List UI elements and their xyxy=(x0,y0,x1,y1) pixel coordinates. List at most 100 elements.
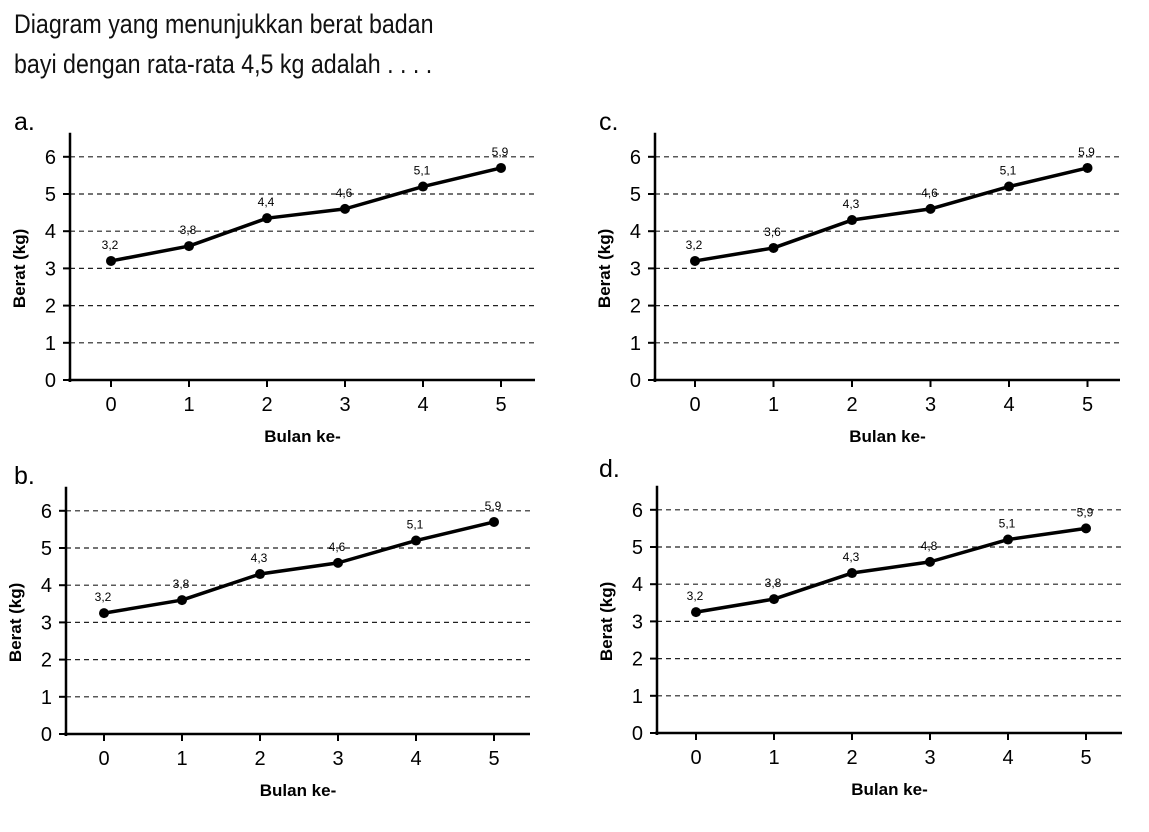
x-tick-label: 4 xyxy=(417,394,428,416)
chart-svg: a. 0 1 2 3 4 5 6 0 1 2 3 4 5 Bulan ke- Berat (kg) 3,2 3,8… xyxy=(10,108,535,446)
x-tick-label: 3 xyxy=(339,394,350,416)
data-point xyxy=(768,242,779,253)
y-tick-label: 3 xyxy=(632,611,643,633)
data-label: 3,8 xyxy=(180,223,197,237)
data-label: 5,9 xyxy=(492,145,509,159)
data-label: 3,2 xyxy=(686,238,703,252)
data-label: 5,1 xyxy=(999,517,1016,531)
chart-option-c: c. 0 1 2 3 4 5 6 0 1 2 3 4 5 Bulan ke- Berat (kg) 3,2 3,6… xyxy=(585,108,1145,478)
data-label: 3,2 xyxy=(95,590,112,604)
data-point xyxy=(1081,523,1091,534)
data-label: 3,6 xyxy=(764,225,781,239)
x-tick-label: 3 xyxy=(332,748,343,770)
x-tick-label: 0 xyxy=(689,394,700,416)
y-tick-label: 0 xyxy=(632,723,643,745)
y-tick-label: 3 xyxy=(630,258,641,280)
chart-svg: c. 0 1 2 3 4 5 6 0 1 2 3 4 5 Bulan ke- Berat (kg) 3,2 3,6… xyxy=(595,108,1120,446)
option-letter: c. xyxy=(599,108,618,136)
x-axis-label: Bulan ke- xyxy=(849,427,926,446)
data-label: 4,6 xyxy=(336,186,353,200)
series-line xyxy=(695,526,1087,614)
data-label: 3,8 xyxy=(765,576,782,590)
x-tick-label: 4 xyxy=(1002,747,1013,769)
x-axis-label: Bulan ke- xyxy=(851,780,928,799)
chart-option-d: d. 0 1 2 3 4 5 6 0 1 2 3 4 5 Bulan ke- Berat (kg) 3,2 3,8… xyxy=(585,455,1145,825)
data-point xyxy=(769,594,779,605)
y-tick-label: 3 xyxy=(45,258,56,280)
y-tick-label: 1 xyxy=(45,333,56,355)
x-tick-label: 5 xyxy=(495,394,506,416)
x-tick-label: 5 xyxy=(1080,747,1091,769)
y-tick-label: 1 xyxy=(632,686,643,708)
data-point xyxy=(489,516,499,527)
y-tick-label: 1 xyxy=(41,687,52,709)
y-tick-label: 5 xyxy=(630,184,641,206)
y-tick-label: 3 xyxy=(41,612,52,634)
data-label: 5,9 xyxy=(1077,505,1094,519)
y-axis-label: Berat (kg) xyxy=(6,583,25,662)
question-line-2: bayi dengan rata-rata 4,5 kg adalah . . … xyxy=(14,49,433,79)
y-tick-label: 4 xyxy=(45,221,56,243)
y-tick-label: 2 xyxy=(630,296,641,318)
x-axis-label: Bulan ke- xyxy=(260,781,337,800)
x-tick-label: 4 xyxy=(410,748,421,770)
data-point xyxy=(177,595,187,606)
data-point xyxy=(691,607,701,618)
data-label: 3,8 xyxy=(173,577,190,591)
data-label: 5,9 xyxy=(1078,145,1095,159)
data-label: 4,3 xyxy=(843,197,860,211)
series-line xyxy=(103,520,495,615)
data-point xyxy=(262,213,272,224)
data-point xyxy=(333,557,343,568)
y-tick-label: 2 xyxy=(45,296,56,318)
x-tick-label: 2 xyxy=(846,747,857,769)
data-point xyxy=(1003,534,1013,545)
data-label: 4,3 xyxy=(251,551,268,565)
y-tick-label: 4 xyxy=(630,221,641,243)
x-tick-label: 3 xyxy=(925,394,936,416)
x-tick-label: 0 xyxy=(105,394,116,416)
data-label: 3,2 xyxy=(687,589,704,603)
data-label: 4,6 xyxy=(921,186,938,200)
question-line-1: Diagram yang menunjukkan berat badan xyxy=(14,9,434,39)
y-tick-label: 0 xyxy=(45,370,56,392)
y-axis-label: Berat (kg) xyxy=(595,229,614,308)
y-tick-label: 2 xyxy=(41,650,52,672)
y-axis-label: Berat (kg) xyxy=(10,229,29,308)
data-point xyxy=(411,535,421,546)
data-point xyxy=(925,203,936,214)
data-point xyxy=(340,203,350,214)
data-point xyxy=(99,608,109,619)
data-point xyxy=(847,215,857,226)
data-label: 3,2 xyxy=(102,238,119,252)
x-tick-label: 5 xyxy=(1082,394,1093,416)
y-tick-label: 0 xyxy=(630,370,641,392)
data-point xyxy=(690,255,700,266)
data-label: 5,1 xyxy=(1000,164,1017,178)
series-line xyxy=(694,166,1088,263)
chart-option-a: a. 0 1 2 3 4 5 6 0 1 2 3 4 5 Bulan ke- Berat (kg) 3,2 3,8… xyxy=(0,108,560,478)
data-label: 4,3 xyxy=(843,550,860,564)
y-tick-label: 2 xyxy=(632,649,643,671)
y-tick-label: 5 xyxy=(632,537,643,559)
data-point xyxy=(1082,162,1093,173)
y-tick-label: 6 xyxy=(630,147,641,169)
x-tick-label: 4 xyxy=(1003,394,1014,416)
x-tick-label: 2 xyxy=(261,394,272,416)
option-letter: a. xyxy=(14,108,35,136)
chart-svg: d. 0 1 2 3 4 5 6 0 1 2 3 4 5 Bulan ke- Berat (kg) 3,2 3,8… xyxy=(597,455,1122,799)
data-point xyxy=(106,255,116,266)
data-point xyxy=(925,556,935,567)
y-tick-label: 6 xyxy=(632,500,643,522)
x-axis-label: Bulan ke- xyxy=(264,427,341,446)
x-tick-label: 1 xyxy=(176,748,187,770)
data-point xyxy=(418,181,428,192)
data-point xyxy=(847,568,857,579)
x-tick-label: 2 xyxy=(254,748,265,770)
x-tick-label: 2 xyxy=(846,394,857,416)
data-label: 4,6 xyxy=(329,540,346,554)
y-axis-label: Berat (kg) xyxy=(597,582,616,661)
y-tick-label: 6 xyxy=(41,501,52,523)
series-line xyxy=(110,166,502,263)
y-tick-label: 1 xyxy=(630,333,641,355)
